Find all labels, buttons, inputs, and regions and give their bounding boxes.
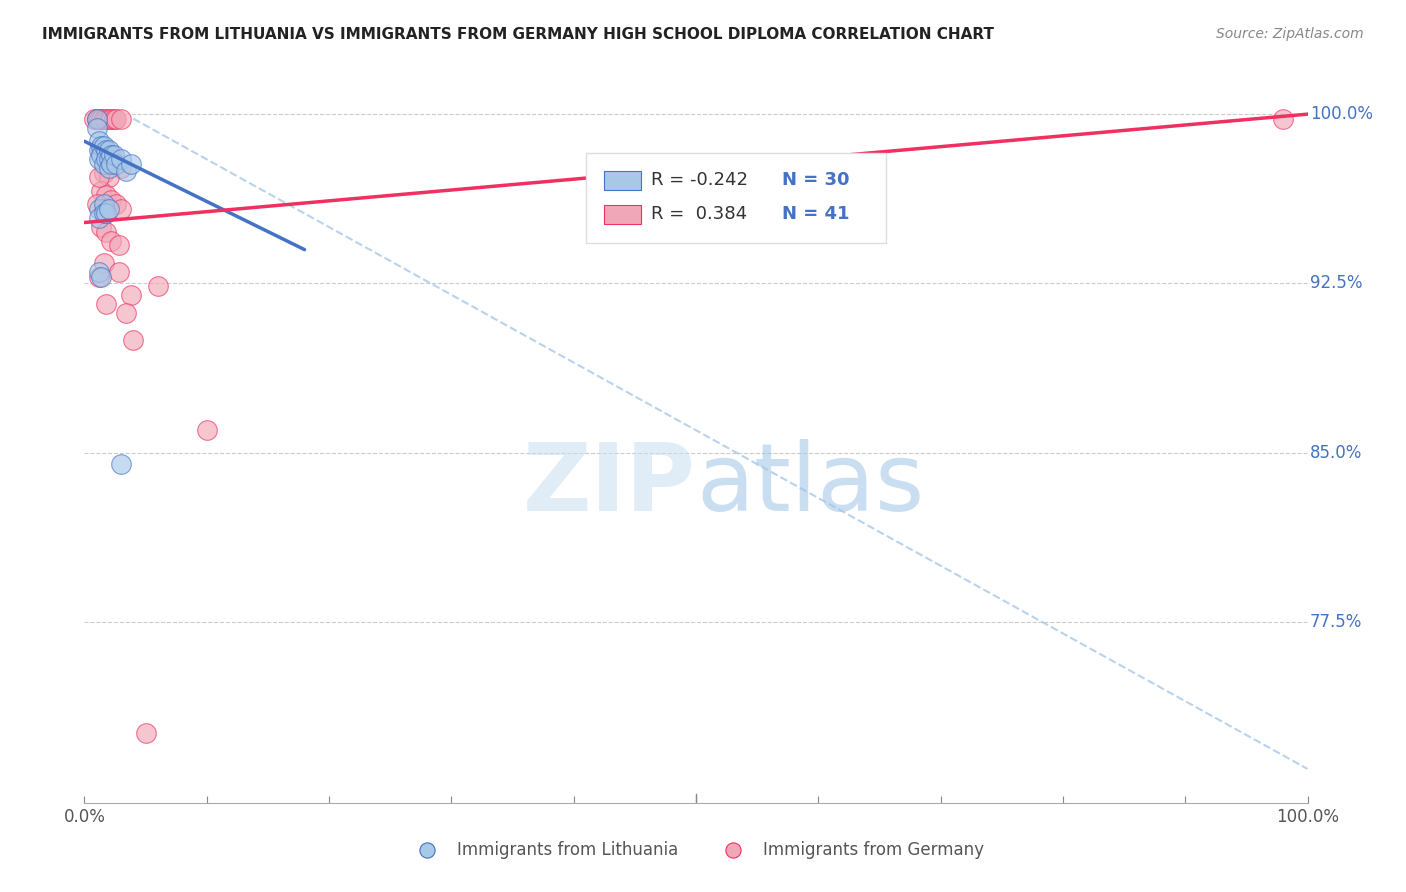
Point xyxy=(93,138,115,153)
Point xyxy=(86,120,108,135)
Point xyxy=(97,143,120,157)
Point xyxy=(115,163,138,178)
Text: atlas: atlas xyxy=(696,439,924,531)
Text: 100.0%: 100.0% xyxy=(1310,105,1374,123)
Point xyxy=(105,157,128,171)
Point xyxy=(105,157,128,171)
Point xyxy=(90,143,112,157)
Point xyxy=(105,197,128,211)
Point xyxy=(96,143,118,157)
Point xyxy=(96,112,118,126)
Point xyxy=(122,333,145,347)
Point xyxy=(87,112,110,126)
Point xyxy=(87,134,110,148)
Point xyxy=(110,112,132,126)
Point xyxy=(93,202,115,216)
Text: Immigrants from Lithuania: Immigrants from Lithuania xyxy=(457,841,679,859)
Point xyxy=(110,457,132,471)
Text: Immigrants from Germany: Immigrants from Germany xyxy=(763,841,984,859)
Point xyxy=(97,202,120,216)
Point xyxy=(110,161,132,176)
Point xyxy=(93,206,115,220)
Point xyxy=(96,153,118,167)
Point xyxy=(107,265,129,279)
Point xyxy=(87,153,110,167)
Point xyxy=(87,211,110,225)
Point xyxy=(93,166,115,180)
Point xyxy=(97,170,120,185)
Point xyxy=(807,220,830,235)
Point xyxy=(120,287,142,301)
Point xyxy=(120,157,142,171)
Text: Source: ZipAtlas.com: Source: ZipAtlas.com xyxy=(1216,27,1364,41)
Point xyxy=(105,112,128,126)
Point xyxy=(96,225,118,239)
Point xyxy=(115,306,138,320)
Point xyxy=(87,143,110,157)
Point xyxy=(103,148,125,162)
Text: R =  0.384: R = 0.384 xyxy=(651,205,747,223)
Point xyxy=(90,148,112,162)
Point xyxy=(100,157,122,171)
Point xyxy=(93,197,115,211)
Point xyxy=(146,278,169,293)
Point xyxy=(93,256,115,270)
Point xyxy=(97,153,120,167)
Point xyxy=(87,265,110,279)
Point xyxy=(97,161,120,176)
Point xyxy=(87,170,110,185)
Point xyxy=(86,112,108,126)
Point xyxy=(90,112,112,126)
Point xyxy=(110,153,132,167)
Point xyxy=(100,193,122,207)
Point xyxy=(96,297,118,311)
Point xyxy=(1272,112,1295,126)
Text: 92.5%: 92.5% xyxy=(1310,275,1362,293)
Bar xyxy=(605,171,641,190)
Text: ZIP: ZIP xyxy=(523,439,696,531)
Text: R = -0.242: R = -0.242 xyxy=(651,171,748,189)
Point xyxy=(90,220,112,235)
Point xyxy=(100,112,122,126)
Point xyxy=(93,157,115,171)
Point xyxy=(87,269,110,284)
Text: N = 30: N = 30 xyxy=(782,171,849,189)
Point xyxy=(110,202,132,216)
Point xyxy=(90,138,112,153)
Point xyxy=(90,269,112,284)
Point xyxy=(97,112,120,126)
Text: IMMIGRANTS FROM LITHUANIA VS IMMIGRANTS FROM GERMANY HIGH SCHOOL DIPLOMA CORRELA: IMMIGRANTS FROM LITHUANIA VS IMMIGRANTS … xyxy=(42,27,994,42)
Point xyxy=(83,112,105,126)
Text: 85.0%: 85.0% xyxy=(1310,444,1362,462)
FancyBboxPatch shape xyxy=(586,153,886,243)
Point xyxy=(93,112,115,126)
Point xyxy=(100,148,122,162)
Text: N = 41: N = 41 xyxy=(782,205,849,223)
Point xyxy=(100,234,122,248)
Text: 77.5%: 77.5% xyxy=(1310,613,1362,632)
Point xyxy=(103,112,125,126)
Point xyxy=(90,184,112,198)
Point xyxy=(195,423,218,437)
Point xyxy=(96,148,118,162)
Point xyxy=(86,112,108,126)
Point xyxy=(87,202,110,216)
Point xyxy=(135,726,157,740)
Point xyxy=(96,188,118,202)
Point xyxy=(107,238,129,252)
Point xyxy=(100,153,122,167)
Point xyxy=(96,206,118,220)
Bar xyxy=(605,205,641,224)
Point xyxy=(86,197,108,211)
